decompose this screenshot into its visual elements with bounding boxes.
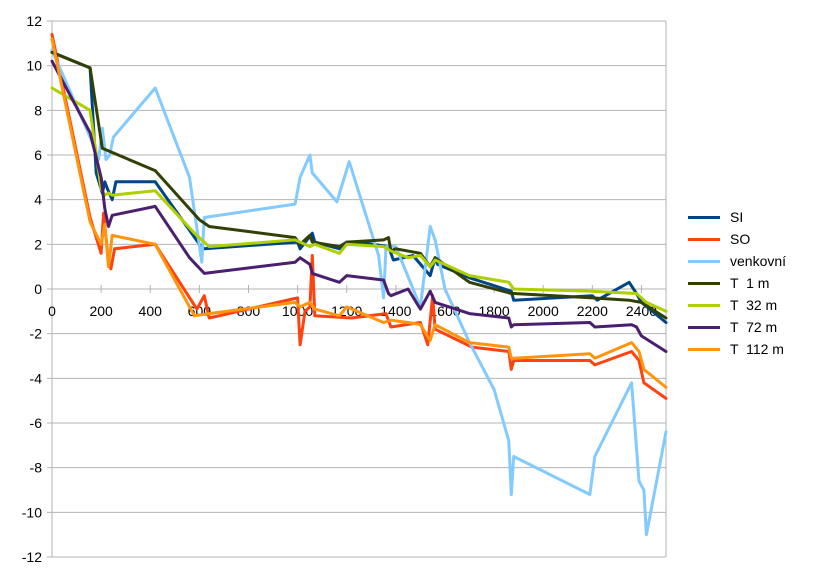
series-line-3 [50,50,668,320]
y-tick-label: 10 [26,58,42,74]
series-lines [50,32,668,537]
legend-swatch [688,259,720,263]
series-line-4 [50,86,668,313]
x-tick-label: 2000 [528,303,559,319]
legend-label: T 32 m [730,297,778,313]
y-tick-label: 8 [34,102,42,118]
legend-item-3: T 1 m [688,272,786,294]
series-line-5 [50,59,668,353]
legend-label: SI [730,209,744,225]
y-tick-label: 0 [34,281,42,297]
x-tick-label: 200 [89,303,113,319]
legend-item-1: SO [688,228,786,250]
legend-item-6: T 112 m [688,338,786,360]
gridlines [52,20,666,558]
y-tick-label: -4 [30,370,43,386]
legend-label: T 1 m [730,275,770,291]
y-tick-label: -2 [30,326,43,342]
y-tick-labels: -12 -10 -8 -6 -4 -2 0 2 4 6 8 10 12 [22,13,42,565]
y-tick-label: 6 [34,147,42,163]
y-tick-label: 2 [34,236,42,252]
series-line-0 [50,50,668,324]
legend-label: T 72 m [730,319,778,335]
legend-swatch [688,303,720,307]
series-line-2 [50,48,668,537]
y-tick-label: 4 [34,192,42,208]
series-line-6 [50,37,668,389]
x-tick-label: 1400 [380,303,411,319]
legend-item-0: SI [688,206,786,228]
y-tick-label: -12 [22,549,42,565]
series-line-1 [50,32,668,400]
x-tick-label: 400 [139,303,163,319]
x-tick-label: 0 [48,303,56,319]
legend-label: T 112 m [730,341,784,357]
legend-swatch [688,325,720,329]
y-tick-label: -10 [22,504,42,520]
legend-item-2: venkovní [688,250,786,272]
y-tick-label: -8 [30,460,43,476]
axes [47,20,667,558]
legend-swatch [688,215,720,219]
legend-label: venkovní [730,253,787,269]
legend-swatch [688,347,720,351]
legend-swatch [688,281,720,285]
y-tick-label: -6 [30,415,43,431]
y-tick-label: 12 [26,13,42,29]
legend-swatch [688,237,720,241]
legend: SI SO venkovní T 1 m T 32 m T 72 m T 112 m [688,206,786,360]
legend-item-5: T 72 m [688,316,786,338]
legend-item-4: T 32 m [688,294,786,316]
x-tick-label: 2200 [577,303,608,319]
legend-label: SO [730,231,751,247]
